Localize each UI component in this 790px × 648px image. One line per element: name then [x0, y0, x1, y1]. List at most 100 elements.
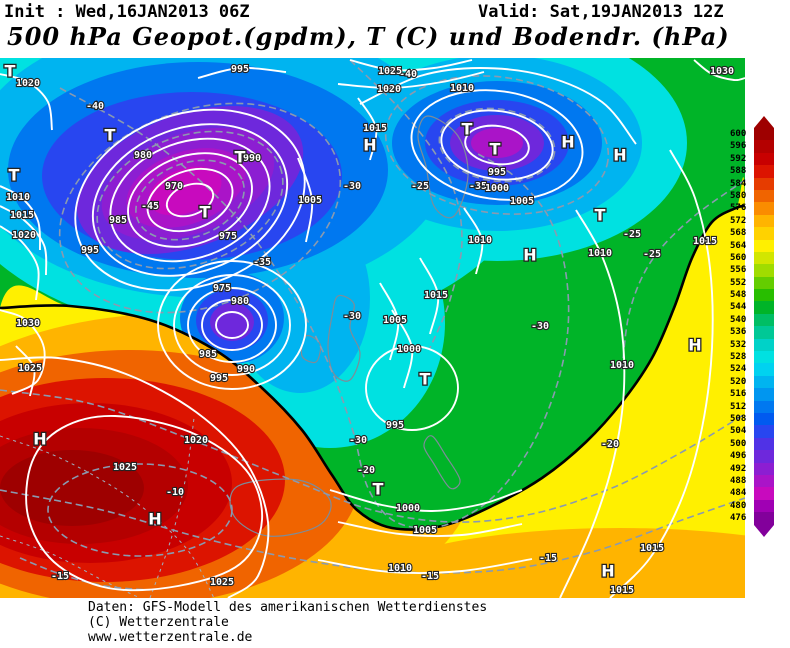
legend-value: 524	[730, 364, 747, 375]
legend-value: 484	[730, 488, 747, 499]
legend-swatch	[754, 189, 774, 203]
legend-entry: 536	[730, 326, 782, 339]
legend-value: 504	[730, 426, 747, 437]
footer-copyright: (C) Wetterzentrale	[88, 615, 229, 630]
legend-entry: 516	[730, 388, 782, 401]
temperature-label: -25	[411, 181, 429, 192]
legend-value: 540	[730, 314, 747, 325]
pressure-label: 1020	[16, 78, 40, 89]
map-canvas: -45-40-40-35-35-30-30-30-30 -25-25-25-20-…	[0, 58, 745, 598]
pressure-center-low: T	[595, 206, 606, 225]
pressure-center-low: T	[420, 370, 431, 389]
legend-swatch	[754, 388, 774, 401]
legend-entry: 484	[730, 487, 782, 500]
init-time: Init : Wed,16JAN2013 06Z	[4, 2, 250, 22]
temperature-label: -40	[86, 101, 104, 112]
legend-value: 500	[730, 438, 747, 449]
legend-entry: 580	[730, 189, 782, 203]
pressure-label: 1025	[378, 66, 402, 77]
legend-swatch	[754, 412, 774, 426]
temperature-label: -30	[343, 181, 361, 192]
pressure-label: 1020	[12, 230, 36, 241]
pressure-center-high: H	[363, 136, 376, 155]
legend-entry: 592	[730, 152, 782, 166]
legend-entry: 488	[730, 474, 782, 488]
pressure-label: 1005	[510, 196, 534, 207]
legend-swatch	[754, 338, 774, 352]
legend-swatch	[754, 177, 774, 190]
legend-swatch	[754, 375, 774, 389]
legend-swatch	[754, 512, 774, 525]
pressure-label: 1005	[383, 315, 407, 326]
temperature-label: -25	[643, 249, 661, 260]
legend-swatch	[754, 239, 774, 252]
legend-entry: 596	[730, 140, 782, 153]
pressure-center-low: T	[490, 140, 501, 159]
legend-entry: 504	[730, 425, 782, 438]
legend-entry: 568	[730, 227, 782, 240]
legend-entry: 584	[730, 177, 782, 190]
temperature-label: -30	[343, 311, 361, 322]
legend-swatch	[754, 128, 774, 141]
legend-entry: 532	[730, 338, 782, 352]
legend-swatch	[754, 363, 774, 376]
legend-swatch	[754, 499, 774, 513]
legend-swatch	[754, 202, 774, 215]
legend-swatch	[754, 214, 774, 228]
pressure-center-low: T	[105, 126, 116, 145]
pressure-label: 1015	[363, 123, 387, 134]
pressure-label: 985	[199, 349, 217, 360]
pressure-label: 1015	[693, 236, 717, 247]
legend-entry: 512	[730, 400, 782, 413]
legend-entry: 476	[730, 512, 782, 525]
pressure-label: 1010	[468, 235, 492, 246]
legend-arrow-up-icon	[754, 116, 774, 128]
legend-swatch	[754, 400, 774, 413]
temperature-label: -25	[623, 229, 641, 240]
pressure-label: 1025	[113, 462, 137, 473]
pressure-center-high: H	[148, 510, 161, 529]
footer-data-source: Daten: GFS-Modell des amerikanischen Wet…	[88, 600, 488, 615]
temperature-label: -20	[601, 439, 619, 450]
legend-entry: 576	[730, 202, 782, 215]
legend-value: 532	[730, 339, 747, 350]
legend-value: 528	[730, 352, 747, 363]
map-title: 500 hPa Geopot.(gpdm), T (C) und Bodendr…	[7, 22, 730, 51]
pressure-label: 975	[219, 231, 237, 242]
legend-entry: 496	[730, 450, 782, 463]
legend-value: 600	[730, 129, 747, 139]
color-scale-legend: 600 596 592 588 584 580 576 572 568 564 560 556 552 5…	[730, 116, 782, 537]
temperature-label: -15	[51, 571, 69, 582]
legend-swatch	[754, 487, 774, 500]
pressure-center-low: T	[373, 480, 384, 499]
temperature-label: -10	[166, 487, 184, 498]
legend-value: 492	[730, 463, 747, 474]
legend-swatch	[754, 251, 774, 265]
legend-entry: 508	[730, 412, 782, 426]
legend-swatch	[754, 301, 774, 314]
legend-swatch	[754, 351, 774, 364]
legend-entry: 480	[730, 499, 782, 513]
pressure-label: 990	[243, 153, 261, 164]
pressure-label: 1030	[710, 66, 734, 77]
pressure-label: 995	[231, 64, 249, 75]
pressure-label: 975	[213, 283, 231, 294]
footer-credits: Daten: GFS-Modell des amerikanischen Wet…	[88, 600, 487, 645]
pressure-label: 980	[231, 296, 249, 307]
legend-entry: 544	[730, 301, 782, 314]
pressure-center-high: H	[523, 246, 536, 265]
temperature-label: -35	[469, 181, 487, 192]
pressure-label: 980	[134, 150, 152, 161]
pressure-label: 1015	[424, 290, 448, 301]
legend-value: 584	[730, 178, 747, 189]
legend-swatch	[754, 140, 774, 153]
pressure-label: 1010	[610, 360, 634, 371]
pressure-center-high: H	[561, 133, 574, 152]
legend-value: 548	[730, 290, 747, 301]
legend-swatch	[754, 474, 774, 488]
legend-value: 572	[730, 215, 747, 226]
pressure-label: 995	[81, 245, 99, 256]
temperature-label: -15	[421, 571, 439, 582]
legend-value: 588	[730, 166, 747, 177]
